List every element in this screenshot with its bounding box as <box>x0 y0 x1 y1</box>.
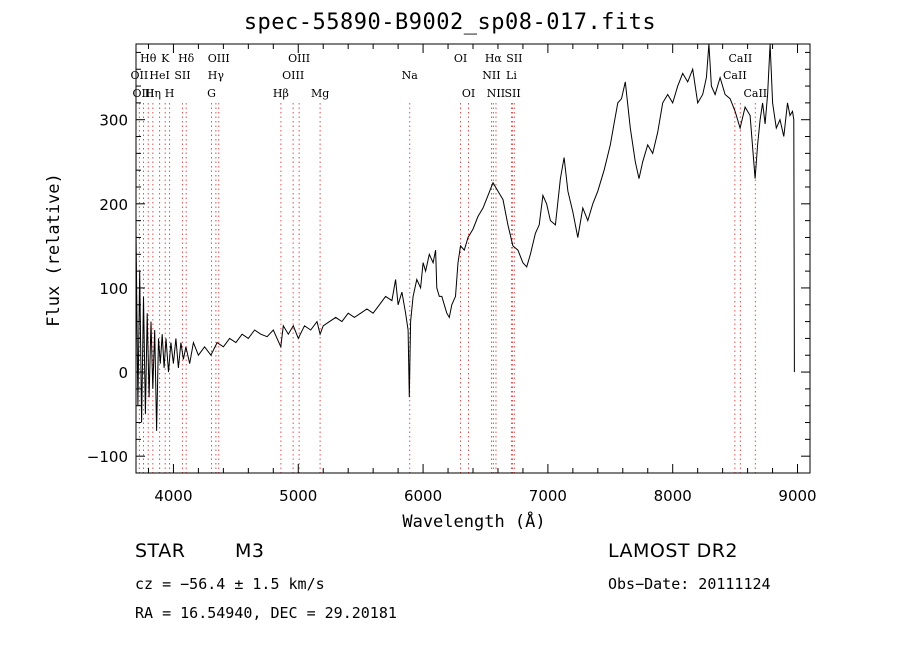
coordinates: RA = 16.54940, DEC = 29.20181 <box>135 604 397 622</box>
line-label: CaII <box>729 52 753 65</box>
line-label: CaII <box>723 69 747 82</box>
x-tick-label: 4000 <box>154 487 192 505</box>
line-label: Hη <box>145 87 161 100</box>
y-axis-label: Flux (relative) <box>44 173 64 327</box>
x-tick-label: 8000 <box>654 487 692 505</box>
line-label: H <box>165 87 175 100</box>
line-label: NII <box>487 87 505 100</box>
spectrum-line <box>135 43 795 431</box>
line-label: OI <box>454 52 467 65</box>
survey-name: LAMOST DR2 <box>608 540 738 562</box>
y-tick-label: 0 <box>118 364 128 382</box>
line-label: Na <box>402 69 419 82</box>
axis-ticks: 4000 5000 6000 7000 8000 9000 −100 0 100 200 300 <box>87 44 817 505</box>
line-label: NII <box>482 69 500 82</box>
y-tick-label: −100 <box>87 448 128 466</box>
spectrum-series <box>135 43 795 431</box>
x-tick-label: 6000 <box>404 487 442 505</box>
object-subclass: M3 <box>235 540 265 562</box>
line-label: OIII <box>288 52 310 65</box>
y-tick-label: 200 <box>99 196 128 214</box>
line-label: Hγ <box>208 69 225 82</box>
chart-title: spec-55890-B9002_sp08-017.fits <box>243 10 657 35</box>
x-axis-label: Wavelength (Å) <box>402 512 546 532</box>
line-label: K <box>161 52 170 65</box>
object-class: STAR <box>135 540 186 562</box>
y-tick-label: 300 <box>99 112 128 130</box>
line-label: Hδ <box>178 52 195 65</box>
line-markers <box>138 103 756 473</box>
line-label: Hβ <box>273 87 289 100</box>
line-label: Li <box>506 69 517 82</box>
line-label: OII <box>131 69 149 82</box>
line-label: Hθ <box>140 52 157 65</box>
redshift-velocity: cz = −56.4 ± 1.5 km/s <box>135 575 325 593</box>
line-label: SII <box>174 69 190 82</box>
line-label: OI <box>462 87 475 100</box>
y-tick-label: 100 <box>99 280 128 298</box>
line-label: OIII <box>282 69 304 82</box>
x-tick-label: 9000 <box>778 487 816 505</box>
plot-frame <box>135 43 811 474</box>
x-tick-label: 5000 <box>279 487 317 505</box>
x-tick-label: 7000 <box>529 487 567 505</box>
line-label: OIII <box>208 52 230 65</box>
observation-date: Obs−Date: 20111124 <box>608 575 771 593</box>
line-label: Mg <box>311 87 329 100</box>
line-label: OIII <box>132 87 154 100</box>
line-label: SII <box>504 87 520 100</box>
line-label: SII <box>506 52 522 65</box>
line-label: G <box>207 87 216 100</box>
line-label: HeI <box>149 69 169 82</box>
line-label: CaII <box>743 87 767 100</box>
line-label: Hα <box>485 52 503 65</box>
line-labels: Hθ OII OIII K HeI Hη SII H Hδ OIII Hγ G OIII OIII Hβ Mg… <box>131 52 768 100</box>
